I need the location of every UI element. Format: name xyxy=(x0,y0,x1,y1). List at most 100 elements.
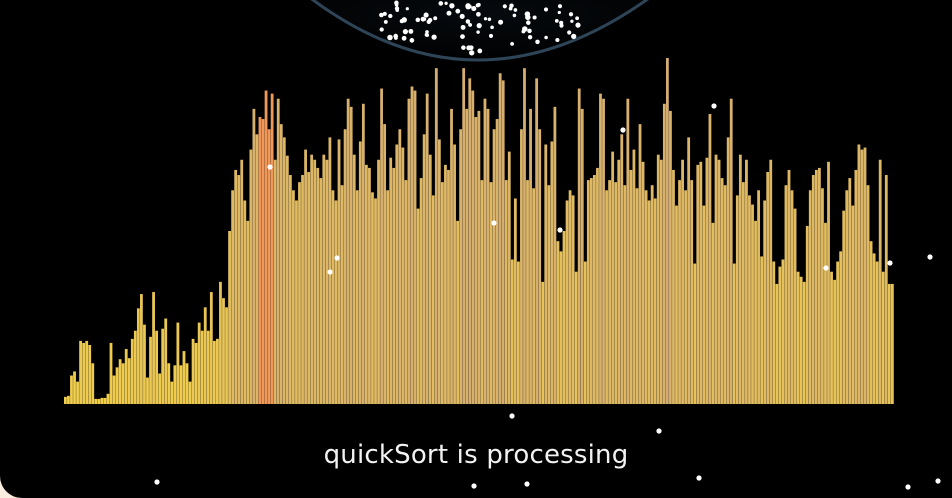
bar xyxy=(216,338,219,404)
bar xyxy=(827,161,830,404)
particle xyxy=(557,227,563,233)
bar xyxy=(106,393,110,404)
bar xyxy=(793,208,797,404)
bar xyxy=(237,175,241,404)
bar xyxy=(817,167,821,404)
bar xyxy=(219,281,222,404)
bar xyxy=(444,164,447,404)
bar xyxy=(88,344,92,404)
bar xyxy=(103,397,107,404)
particle xyxy=(469,50,475,56)
bar xyxy=(799,276,803,404)
bar xyxy=(206,330,210,404)
particle xyxy=(425,30,429,34)
bar xyxy=(665,58,669,404)
bar xyxy=(127,358,131,404)
bar xyxy=(225,307,228,404)
bar xyxy=(866,185,870,404)
bar xyxy=(437,139,441,404)
bar xyxy=(316,167,320,404)
particle xyxy=(567,30,572,35)
particle xyxy=(544,35,548,40)
particle xyxy=(555,37,560,43)
bar xyxy=(167,363,171,404)
bar xyxy=(687,137,691,404)
bar xyxy=(143,324,146,404)
bar xyxy=(790,190,794,404)
bar xyxy=(629,169,633,404)
particle xyxy=(394,36,398,40)
particle xyxy=(488,33,494,38)
bar xyxy=(513,198,517,404)
bar xyxy=(67,395,70,404)
bar xyxy=(763,200,767,404)
bar xyxy=(209,292,213,404)
bar xyxy=(802,281,806,404)
bar xyxy=(875,261,879,404)
bar xyxy=(787,169,791,404)
bar xyxy=(164,318,168,404)
bar xyxy=(386,190,390,404)
bar xyxy=(200,330,204,404)
bar xyxy=(255,134,259,404)
bar xyxy=(337,139,341,404)
bar xyxy=(270,93,274,405)
bar xyxy=(881,271,885,404)
bar xyxy=(574,271,578,404)
bar xyxy=(425,93,429,405)
bar xyxy=(738,154,742,404)
bar xyxy=(824,222,827,404)
bar xyxy=(635,188,639,404)
bar xyxy=(681,159,684,404)
bar xyxy=(85,340,89,404)
bar xyxy=(79,340,82,404)
bar xyxy=(91,363,95,404)
particle xyxy=(427,17,433,23)
bar xyxy=(203,307,207,404)
bar xyxy=(507,151,511,404)
particle xyxy=(327,269,333,275)
bar xyxy=(626,98,630,405)
particle xyxy=(656,428,662,434)
bar xyxy=(745,159,748,404)
particle-field xyxy=(154,0,941,490)
bar xyxy=(729,98,733,405)
bar xyxy=(735,195,739,404)
particle xyxy=(487,17,492,22)
bar xyxy=(568,190,572,404)
bar xyxy=(410,86,414,405)
bar xyxy=(650,185,654,404)
bar xyxy=(541,281,545,404)
particle xyxy=(431,34,437,40)
bar xyxy=(64,396,67,404)
bar xyxy=(714,154,718,404)
bar xyxy=(842,210,846,404)
bar xyxy=(845,190,849,404)
bar xyxy=(364,164,368,404)
bar xyxy=(748,195,751,404)
bar xyxy=(462,68,466,405)
bar xyxy=(796,271,800,404)
bar xyxy=(580,108,584,404)
bar xyxy=(586,180,590,404)
bar xyxy=(480,180,484,404)
particle xyxy=(513,8,518,12)
bar xyxy=(690,180,694,404)
particle xyxy=(388,13,393,19)
bar xyxy=(261,119,265,404)
bar xyxy=(611,151,615,404)
bar xyxy=(760,256,764,404)
bar xyxy=(498,73,502,404)
bar xyxy=(532,188,536,404)
bar xyxy=(246,220,250,404)
bar xyxy=(273,159,277,404)
bar xyxy=(459,129,463,405)
bar xyxy=(121,363,125,404)
bar xyxy=(249,149,253,404)
particle xyxy=(927,254,933,260)
bar xyxy=(830,271,833,404)
particle xyxy=(823,265,829,271)
particle xyxy=(554,19,559,23)
bar xyxy=(556,241,560,404)
bar xyxy=(632,149,636,404)
